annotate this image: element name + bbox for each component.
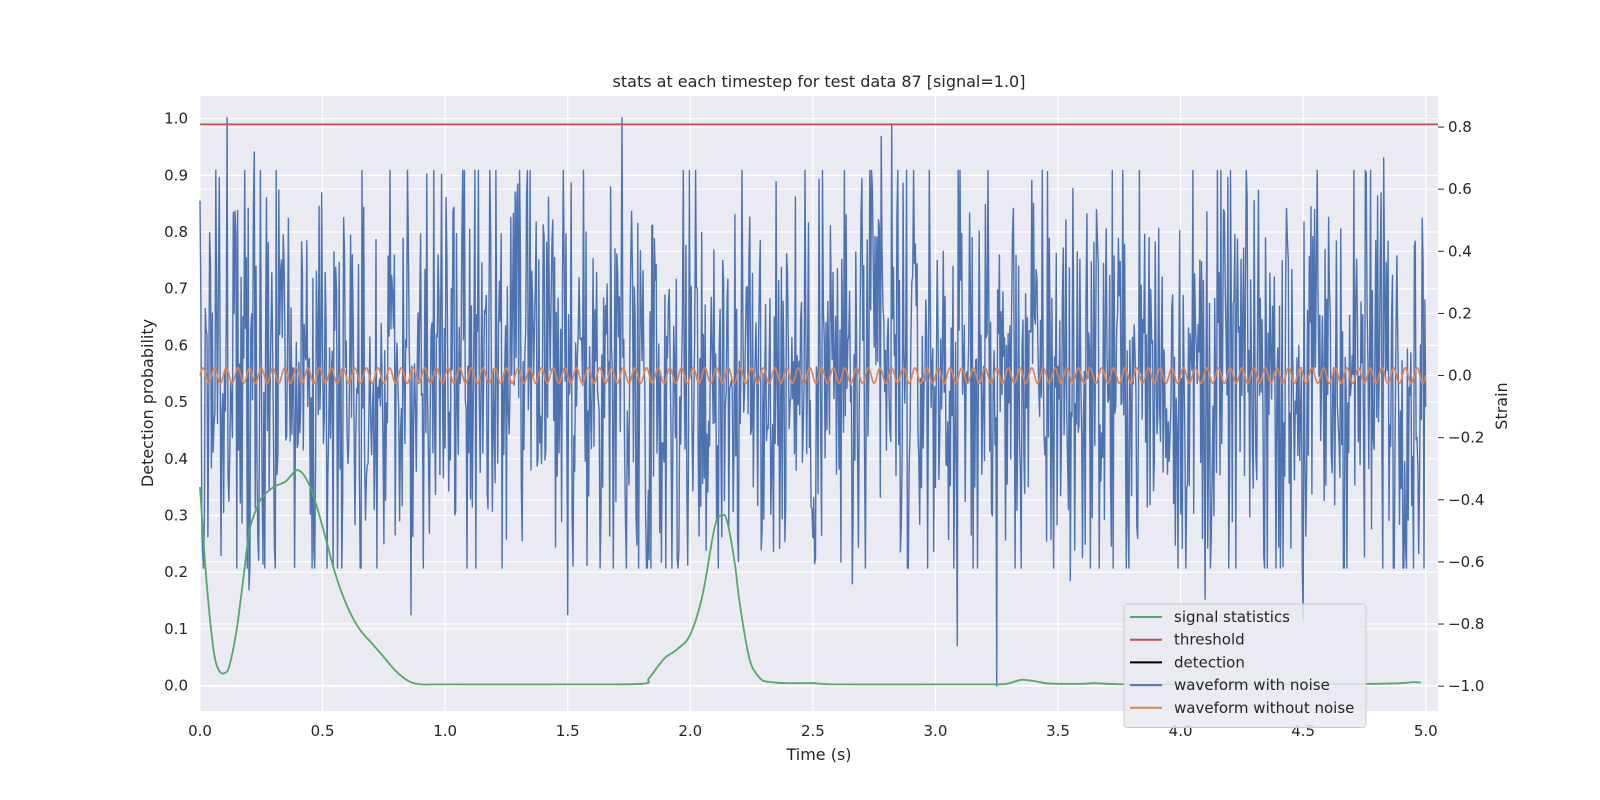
y-right-tick-label: 0.6 [1448,180,1472,198]
y-right-tick-label: 0.8 [1448,118,1472,136]
y-left-tick-label: 0.2 [164,563,188,581]
y-axis-label-right: Strain [1492,382,1511,429]
y-left-tick-label: 0.4 [164,450,188,468]
series-layer [199,117,1438,687]
legend: signal statistics threshold detection wavef… [1123,603,1367,728]
y-right-tick-label: 0.0 [1448,367,1472,385]
x-axis-label: Time (s) [785,745,851,764]
y-left-tick-label: 0.5 [164,393,188,411]
x-tick-label: 5.0 [1414,722,1438,740]
legend-label: signal statistics [1174,608,1290,626]
y-left-tick-label: 0.1 [164,620,188,638]
legend-label: waveform without noise [1174,699,1354,717]
series-waveform-with-noise [199,117,1427,687]
x-tick-label: 3.5 [1046,722,1070,740]
y-axis-label-left: Detection probability [138,319,157,487]
legend-label: threshold [1174,631,1245,649]
y-left-tick-label: 0.9 [164,166,188,184]
y-left-tick-label: 0.6 [164,336,188,354]
x-tick-label: 1.0 [433,722,457,740]
x-tick-label: 0.0 [188,722,212,740]
y-right-tick-label: −0.2 [1448,429,1484,447]
y-right-tick-label: −0.8 [1448,615,1484,633]
y-right-tick-label: 0.4 [1448,242,1472,260]
y-right-tick-label: −0.6 [1448,553,1484,571]
x-tick-label: 1.5 [556,722,580,740]
legend-label: detection [1174,653,1245,671]
x-tick-label: 2.0 [678,722,702,740]
axis-labels: 0.0 0.5 1.0 1.5 2.0 2.5 3.0 3.5 4.0 4.5 5.00.00.10… [164,110,1484,740]
y-right-tick-label: 0.2 [1448,304,1472,322]
x-tick-label: 0.5 [311,722,335,740]
y-right-tick-label: −1.0 [1448,677,1484,695]
y-left-tick-label: 0.3 [164,506,188,524]
legend-box [1123,603,1367,728]
y-left-tick-label: 1.0 [164,110,188,128]
y-right-tick-label: −0.4 [1448,491,1484,509]
y-left-tick-label: 0.0 [164,676,188,694]
y-left-tick-label: 0.8 [164,223,188,241]
x-tick-label: 3.0 [924,722,948,740]
legend-label: waveform with noise [1174,676,1330,694]
series-waveform-without-noise [199,366,1427,385]
y-left-tick-label: 0.7 [164,280,188,298]
series-signal-statistics [199,469,1421,686]
chart-title: stats at each timestep for test data 87 … [613,72,1026,91]
x-tick-label: 2.5 [801,722,825,740]
